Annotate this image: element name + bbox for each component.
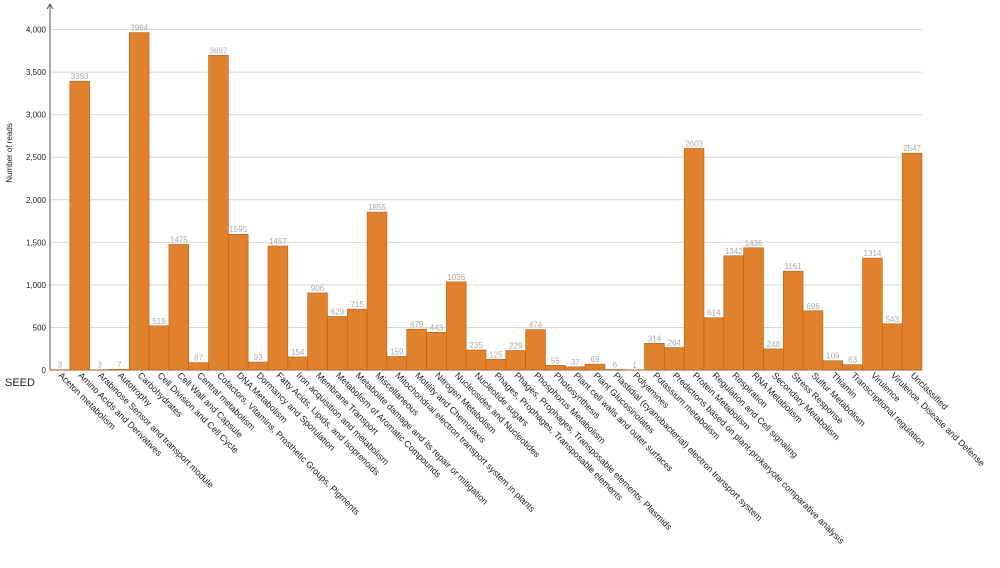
bar <box>109 369 130 371</box>
y-tick-label: 3,000 <box>26 111 47 120</box>
value-label: 229 <box>509 342 523 351</box>
value-label: 2603 <box>685 139 703 148</box>
value-label: 543 <box>886 315 900 324</box>
y-axis-arrow <box>46 3 54 10</box>
value-label: 69 <box>591 355 600 364</box>
bar <box>703 317 725 371</box>
bar <box>346 308 368 371</box>
value-label: 7 <box>117 360 122 369</box>
value-label: 1342 <box>725 247 743 256</box>
value-label: 2547 <box>903 144 921 153</box>
value-label: 1436 <box>745 239 763 248</box>
value-label: 63 <box>848 356 857 365</box>
bar <box>465 349 487 371</box>
value-label: 696 <box>806 302 820 311</box>
y-tick-label: 500 <box>33 323 47 332</box>
bar <box>327 316 348 371</box>
value-label: 37 <box>571 358 580 367</box>
value-label: 3 <box>97 361 102 370</box>
value-label: 519 <box>152 317 166 326</box>
value-label: 314 <box>648 334 662 343</box>
bar <box>366 211 388 371</box>
value-label: 443 <box>430 323 444 332</box>
bar <box>564 366 586 371</box>
y-tick-label: 0 <box>42 366 47 375</box>
bar <box>485 359 507 371</box>
bar <box>723 255 744 371</box>
bar <box>267 245 289 371</box>
bar <box>228 233 249 371</box>
bar <box>763 348 784 371</box>
y-tick-label: 2,500 <box>26 153 47 162</box>
value-label: 3697 <box>210 46 228 55</box>
value-label: 1475 <box>170 235 188 244</box>
bar <box>644 342 665 371</box>
value-label: 715 <box>351 300 365 309</box>
bar <box>247 361 269 371</box>
value-label: 3964 <box>130 24 148 33</box>
bar <box>743 247 764 371</box>
value-label: 235 <box>469 341 483 350</box>
value-label: 614 <box>707 309 721 318</box>
value-label: 55 <box>551 356 560 365</box>
bar <box>683 148 705 371</box>
bar <box>505 350 526 371</box>
value-label: 159 <box>390 347 404 356</box>
value-label: 248 <box>767 340 781 349</box>
value-label: 474 <box>529 321 543 330</box>
value-label: 87 <box>194 354 203 363</box>
bar <box>862 257 883 371</box>
bar <box>386 356 408 371</box>
bar <box>307 292 328 371</box>
bar <box>782 270 804 371</box>
bar <box>148 325 170 371</box>
value-label: 125 <box>489 350 503 359</box>
bar <box>446 281 467 371</box>
value-label: 154 <box>291 348 305 357</box>
value-label: 93 <box>254 353 263 362</box>
bar <box>208 55 229 371</box>
value-label: 3393 <box>71 72 89 81</box>
x-axis-label: SEED <box>5 377 35 389</box>
value-label: 906 <box>311 284 325 293</box>
bar <box>802 310 824 371</box>
value-label: 1457 <box>269 237 287 246</box>
y-tick-label: 3,500 <box>26 68 47 77</box>
value-label: 1 <box>632 361 637 370</box>
value-label: 264 <box>668 339 682 348</box>
bar <box>664 347 685 371</box>
bar <box>168 244 190 371</box>
bar <box>287 356 308 371</box>
value-label: 479 <box>410 320 424 329</box>
bar <box>584 363 606 371</box>
value-label: 1314 <box>864 249 882 258</box>
bar <box>842 364 863 371</box>
y-tick-label: 2,000 <box>26 196 47 205</box>
value-label: 1161 <box>785 262 803 271</box>
value-label: 629 <box>331 307 345 316</box>
y-tick-label: 4,000 <box>26 26 47 35</box>
y-axis-label: Number of reads <box>5 123 14 183</box>
y-tick-label: 1,500 <box>26 238 47 247</box>
value-label: 3 <box>58 361 63 370</box>
bar <box>822 360 844 371</box>
value-label: 1855 <box>368 203 386 212</box>
bar <box>545 365 566 371</box>
y-tick-label: 1,000 <box>26 281 47 290</box>
value-label: 1036 <box>447 273 465 282</box>
value-label: 1595 <box>229 225 247 234</box>
bar <box>525 329 546 371</box>
bar <box>426 331 447 371</box>
bar <box>882 323 903 371</box>
value-label: 6 <box>613 360 618 369</box>
bar <box>901 152 923 371</box>
value-label: 109 <box>826 352 840 361</box>
bar <box>406 328 427 371</box>
bar <box>604 369 626 371</box>
bar <box>69 80 90 371</box>
bar <box>128 32 150 371</box>
bar <box>188 362 209 371</box>
